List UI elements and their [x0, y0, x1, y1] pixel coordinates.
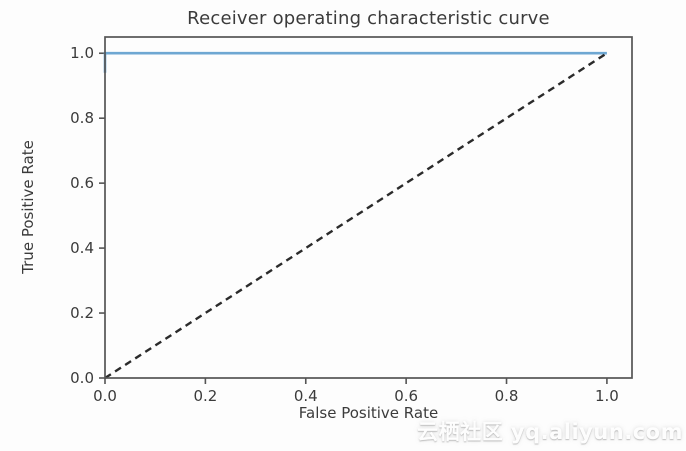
x-axis-tick-label: 0.0 [93, 387, 117, 405]
y-axis-tick-label: 0.0 [70, 369, 94, 387]
x-axis-tick-label: 1.0 [595, 387, 619, 405]
x-axis-tick-label: 0.8 [495, 387, 519, 405]
x-axis-tick-label: 0.6 [394, 387, 418, 405]
chart-title: Receiver operating characteristic curve [187, 8, 550, 29]
y-axis-tick-label: 0.2 [70, 304, 94, 322]
chance-diagonal-line [104, 52, 608, 380]
y-axis-label: True Positive Rate [19, 140, 37, 274]
plot-border [104, 36, 633, 379]
x-axis-label: False Positive Rate [298, 404, 439, 422]
x-axis-tick-label: 0.2 [193, 387, 217, 405]
y-axis-tick-label: 0.8 [70, 109, 94, 127]
site-watermark: 云栖社区 yq.aliyun.com [417, 420, 683, 444]
y-axis-tick-label: 1.0 [70, 44, 94, 62]
y-axis-tick-label: 0.4 [70, 239, 94, 257]
y-axis-tick-label: 0.6 [70, 174, 94, 192]
x-axis-tick-label: 0.4 [294, 387, 318, 405]
